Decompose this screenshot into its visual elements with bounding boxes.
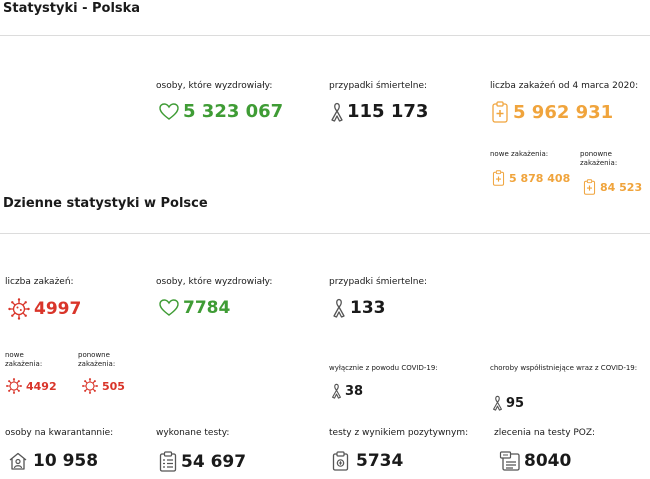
deaths-total: 115 173 xyxy=(330,101,428,122)
recovered-total-label: osoby, które wyzdrowiały: xyxy=(156,81,273,91)
positive-tests-label: testy z wynikiem pozytywnym: xyxy=(329,428,469,438)
covid-only-label: wyłącznie z powodu COVID-19: xyxy=(329,364,438,372)
tests-label: wykonane testy: xyxy=(156,428,230,438)
covid-only-value: 38 xyxy=(345,383,364,399)
comorbid-label: choroby współistniejące wraz z COVID-19: xyxy=(490,364,638,372)
heart-icon xyxy=(159,102,179,120)
ribbon-icon xyxy=(331,102,343,122)
daily-deaths: 133 xyxy=(332,298,386,318)
daily-infections-label: liczba zakażeń: xyxy=(5,277,74,287)
daily-infections: 4997 xyxy=(8,298,81,320)
daily-recovered-value: 7784 xyxy=(183,298,231,318)
new-total: 5 878 408 xyxy=(492,170,570,186)
daily-infections-value: 4997 xyxy=(34,299,82,319)
tests-value: 54 697 xyxy=(181,451,247,472)
comorbid-value: 95 xyxy=(506,395,525,411)
repeat-total-value: 84 523 xyxy=(600,180,643,194)
daily-recovered-label: osoby, które wyzdrowiały: xyxy=(156,277,273,287)
daily-repeat: 505 xyxy=(82,378,125,394)
test-tube-icon xyxy=(332,451,349,471)
daily-deaths-value: 133 xyxy=(350,298,386,318)
positive-tests: 5734 xyxy=(332,451,403,471)
virus-icon xyxy=(82,378,98,394)
infections-total: 5 962 931 xyxy=(491,101,613,123)
divider xyxy=(0,35,650,36)
quarantine: 10 958 xyxy=(8,451,98,471)
infections-total-label: liczba zakażeń od 4 marca 2020: xyxy=(490,81,639,91)
clipboard-plus-icon xyxy=(583,179,596,195)
referral-icon xyxy=(499,451,520,471)
recovered-total: 5 323 067 xyxy=(159,101,283,122)
tests: 54 697 xyxy=(159,451,246,472)
poz-referrals: 8040 xyxy=(499,451,571,471)
virus-icon xyxy=(8,298,30,320)
repeat-total: 84 523 xyxy=(583,179,642,195)
deaths-total-label: przypadki śmiertelne: xyxy=(329,81,428,91)
page-title: Statystyki - Polska xyxy=(3,1,141,16)
infections-total-value: 5 962 931 xyxy=(513,101,614,123)
daily-deaths-label: przypadki śmiertelne: xyxy=(329,277,428,287)
comorbid: 95 xyxy=(492,395,524,411)
daily-recovered: 7784 xyxy=(159,298,230,318)
daily-new-label: nowe zakażenia: xyxy=(5,351,43,368)
new-total-label: nowe zakażenia: xyxy=(490,150,549,158)
divider xyxy=(0,233,650,234)
quarantine-label: osoby na kwarantannie: xyxy=(5,428,114,438)
daily-repeat-value: 505 xyxy=(102,379,125,393)
quarantine-value: 10 958 xyxy=(33,451,99,471)
daily-new-value: 4492 xyxy=(26,379,57,393)
repeat-total-label: ponowne zakażenia: xyxy=(580,150,618,167)
ribbon-icon xyxy=(332,383,341,399)
clipboard-plus-icon xyxy=(492,170,505,186)
clipboard-list-icon xyxy=(159,451,177,472)
house-person-icon xyxy=(9,452,27,470)
recovered-total-value: 5 323 067 xyxy=(183,101,284,122)
ribbon-icon xyxy=(493,395,502,411)
daily-repeat-label: ponowne zakażenia: xyxy=(78,351,116,368)
daily-section-title: Dzienne statystyki w Polsce xyxy=(3,196,208,211)
clipboard-plus-icon xyxy=(492,101,508,123)
ribbon-icon xyxy=(333,298,345,318)
deaths-total-value: 115 173 xyxy=(347,101,429,122)
heart-icon xyxy=(159,299,179,316)
positive-tests-value: 5734 xyxy=(356,451,404,471)
daily-new: 4492 xyxy=(6,378,57,394)
covid-only: 38 xyxy=(331,383,363,399)
new-total-value: 5 878 408 xyxy=(509,171,571,185)
poz-referrals-value: 8040 xyxy=(524,451,572,471)
virus-icon xyxy=(6,378,22,394)
poz-referrals-label: zlecenia na testy POZ: xyxy=(494,428,596,438)
